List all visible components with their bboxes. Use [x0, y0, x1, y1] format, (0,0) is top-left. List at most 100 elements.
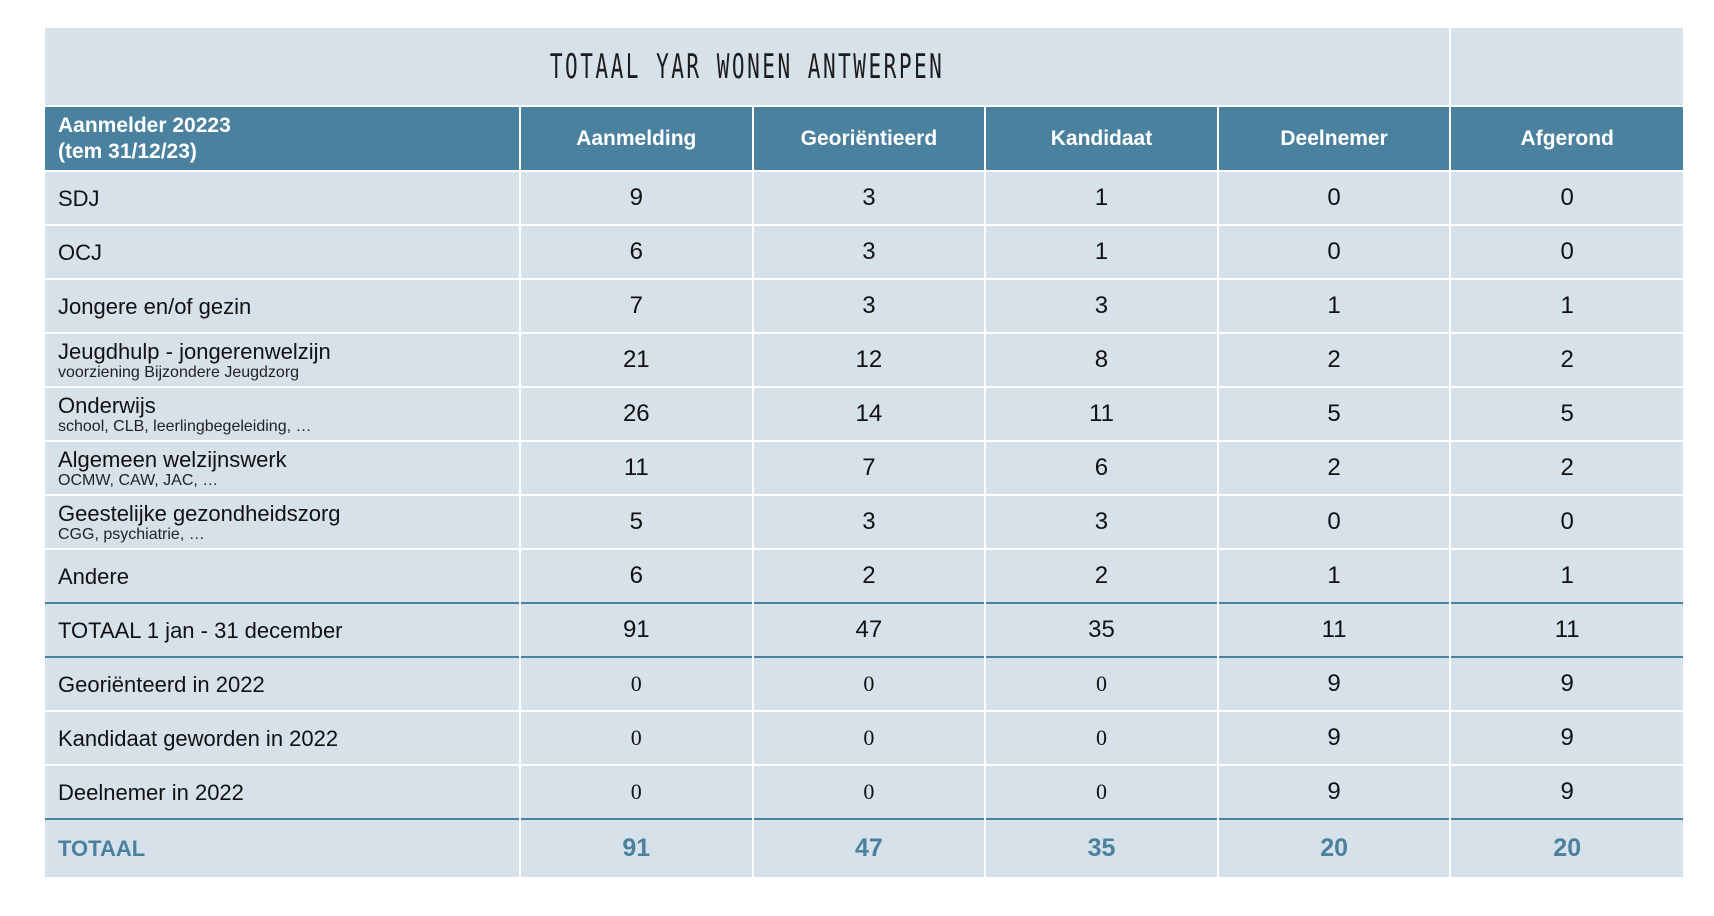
- table-row: Jeugdhulp - jongerenwelzijn voorziening B…: [45, 332, 1683, 387]
- row-value-cell: 9: [1217, 710, 1452, 765]
- row-label-cell: Jongere en/of gezin: [45, 278, 521, 333]
- row-value-cell: 8: [985, 332, 1219, 387]
- row-value-cell: 21: [520, 332, 754, 387]
- registrations-table: TOTAAL YAR WONEN ANTWERPEN Aanmelder 202…: [45, 28, 1683, 877]
- row-value-cell: 3: [985, 278, 1219, 333]
- row-value-cell: 2: [1217, 332, 1452, 387]
- row-label: Andere: [58, 563, 129, 589]
- row-value-cell: 9: [1450, 764, 1683, 819]
- header-label-line2: (tem 31/12/23): [58, 139, 197, 163]
- table-row: Algemeen welzijnswerk OCMW, CAW, JAC, … 11…: [45, 440, 1683, 495]
- row-value-cell: 47: [752, 602, 987, 657]
- row-value-cell: 0: [520, 656, 754, 711]
- table-row: Andere 6 2 2 1 1: [45, 548, 1683, 603]
- row-value-cell: 3: [752, 278, 987, 333]
- row-value-cell: 6: [520, 548, 754, 603]
- row-value-cell: 1: [1217, 278, 1452, 333]
- row-label: Jongere en/of gezin: [58, 293, 252, 319]
- row-value-cell: 2: [1217, 440, 1452, 495]
- row-label-cell: OCJ: [45, 224, 521, 279]
- row-label-cell: Andere: [45, 548, 521, 603]
- row-value-cell: 2: [752, 548, 987, 603]
- row-value-cell: 0: [520, 764, 754, 819]
- total-value-cell: 47: [752, 818, 987, 877]
- row-value-cell: 0: [752, 764, 987, 819]
- row-value-cell: 1: [1217, 548, 1452, 603]
- row-value-cell: 1: [985, 170, 1219, 225]
- row-value-cell: 5: [1217, 386, 1452, 441]
- total-value-cell: 35: [985, 818, 1219, 877]
- row-label-cell: SDJ: [45, 170, 521, 225]
- header-col-afgerond: Afgerond: [1450, 105, 1683, 171]
- row-value-cell: 11: [985, 386, 1219, 441]
- row-value-cell: 0: [752, 710, 987, 765]
- row-value-cell: 0: [1450, 494, 1683, 549]
- title-row: TOTAAL YAR WONEN ANTWERPEN: [45, 28, 1683, 106]
- row-value-cell: 1: [985, 224, 1219, 279]
- row-value-cell: 0: [1450, 224, 1683, 279]
- row-label-cell: Georiënteerd in 2022: [45, 656, 521, 711]
- table-row: SDJ 9 3 1 0 0: [45, 170, 1683, 225]
- row-sublabel: voorziening Bijzondere Jeugdzorg: [58, 364, 300, 381]
- row-sublabel: CGG, psychiatrie, …: [58, 526, 205, 543]
- row-label: Jeugdhulp - jongerenwelzijn: [58, 339, 331, 364]
- row-label: OCJ: [58, 239, 102, 265]
- row-label: SDJ: [58, 185, 100, 211]
- row-value-cell: 1: [1450, 548, 1683, 603]
- row-value-cell: 0: [752, 656, 987, 711]
- total-label: TOTAAL: [45, 818, 521, 877]
- table-row: Jongere en/of gezin 7 3 3 1 1: [45, 278, 1683, 333]
- row-value-cell: 2: [1450, 332, 1683, 387]
- row-value-cell: 3: [985, 494, 1219, 549]
- row-label: Onderwijs: [58, 393, 156, 418]
- row-value-cell: 9: [520, 170, 754, 225]
- header-col-deelnemer: Deelnemer: [1217, 105, 1452, 171]
- row-label-cell: Algemeen welzijnswerk OCMW, CAW, JAC, …: [45, 440, 521, 495]
- table-row: OCJ 6 3 1 0 0: [45, 224, 1683, 279]
- row-value-cell: 0: [985, 710, 1219, 765]
- data-table-container: TOTAAL YAR WONEN ANTWERPEN Aanmelder 202…: [45, 28, 1683, 877]
- row-value-cell: 9: [1217, 764, 1452, 819]
- row-label-cell: Geestelijke gezondheidszorg CGG, psychiat…: [45, 494, 521, 549]
- table-row: Onderwijs school, CLB, leerlingbegeleidin…: [45, 386, 1683, 441]
- row-value-cell: 26: [520, 386, 754, 441]
- total-row: TOTAAL 91 47 35 20 20: [45, 818, 1683, 877]
- row-value-cell: 2: [1450, 440, 1683, 495]
- row-label-cell: Deelnemer in 2022: [45, 764, 521, 819]
- row-value-cell: 6: [985, 440, 1219, 495]
- row-value-cell: 0: [1217, 170, 1452, 225]
- row-value-cell: 9: [1450, 656, 1683, 711]
- row-sublabel: school, CLB, leerlingbegeleiding, …: [58, 418, 312, 435]
- row-sublabel: OCMW, CAW, JAC, …: [58, 472, 219, 489]
- title-cell: TOTAAL YAR WONEN ANTWERPEN: [45, 28, 1452, 106]
- row-value-cell: 5: [520, 494, 754, 549]
- row-value-cell: 0: [1217, 494, 1452, 549]
- row-label-cell: TOTAAL 1 jan - 31 december: [45, 602, 521, 657]
- row-value-cell: 0: [985, 656, 1219, 711]
- row-value-cell: 0: [520, 710, 754, 765]
- header-label-line1: Aanmelder 20223: [58, 113, 231, 137]
- row-value-cell: 9: [1217, 656, 1452, 711]
- row-value-cell: 2: [985, 548, 1219, 603]
- row-value-cell: 11: [1217, 602, 1452, 657]
- row-label-cell: Kandidaat geworden in 2022: [45, 710, 521, 765]
- row-value-cell: 35: [985, 602, 1219, 657]
- header-row: Aanmelder 20223 (tem 31/12/23) Aanmeldin…: [45, 105, 1683, 171]
- row-value-cell: 3: [752, 170, 987, 225]
- row-label: Kandidaat geworden in 2022: [58, 725, 339, 751]
- total-value-cell: 20: [1217, 818, 1452, 877]
- row-value-cell: 0: [1217, 224, 1452, 279]
- row-value-cell: 1: [1450, 278, 1683, 333]
- carryover-row: Deelnemer in 2022 0 0 0 9 9: [45, 764, 1683, 819]
- row-value-cell: 11: [520, 440, 754, 495]
- page-title: TOTAAL YAR WONEN ANTWERPEN: [549, 46, 945, 87]
- row-value-cell: 91: [520, 602, 754, 657]
- header-col-kandidaat: Kandidaat: [985, 105, 1219, 171]
- row-label: Geestelijke gezondheidszorg: [58, 501, 341, 526]
- row-label: TOTAAL 1 jan - 31 december: [58, 617, 343, 643]
- carryover-row: Kandidaat geworden in 2022 0 0 0 9 9: [45, 710, 1683, 765]
- header-col-aanmelding: Aanmelding: [520, 105, 754, 171]
- total-value-cell: 91: [520, 818, 754, 877]
- row-value-cell: 7: [752, 440, 987, 495]
- header-label: Aanmelder 20223 (tem 31/12/23): [45, 105, 521, 171]
